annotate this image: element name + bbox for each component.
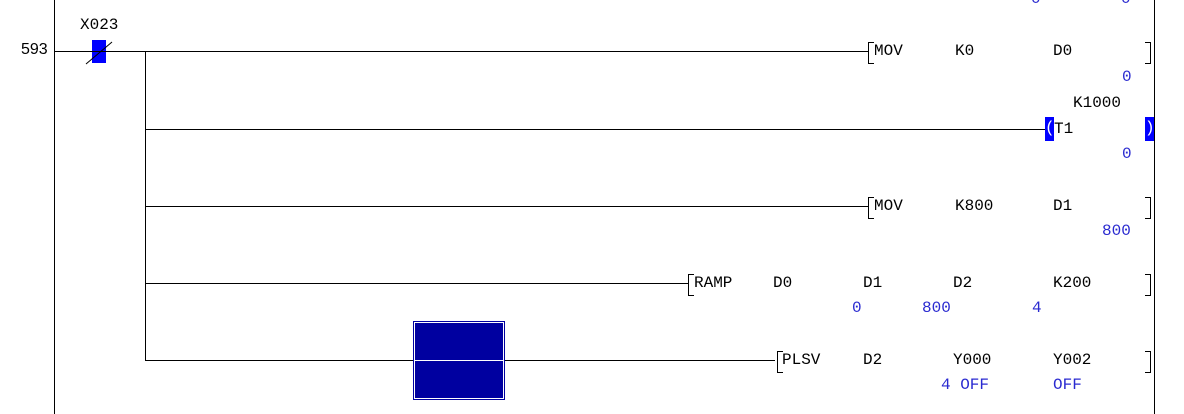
coil-left-icon[interactable]: ( — [1045, 117, 1055, 141]
instruction-bracket-right — [1145, 351, 1151, 373]
monitor-value: OFF — [1053, 376, 1082, 394]
rung-wire — [145, 129, 1045, 130]
contact-slash-icon — [85, 41, 113, 65]
instruction-bracket-right — [1145, 42, 1151, 64]
branch-wire — [145, 51, 146, 361]
monitor-value: 0 — [852, 299, 862, 317]
monitor-value: 800 — [922, 299, 951, 317]
operand[interactable]: Y000 — [953, 351, 992, 369]
rung-wire — [54, 51, 869, 52]
operand[interactable]: K0 — [955, 42, 975, 60]
monitor-value: 800 — [1102, 222, 1131, 240]
monitor-value: 4 OFF — [941, 376, 990, 394]
timer-coil-device[interactable]: T1 — [1054, 120, 1074, 138]
monitor-value: 4 — [1032, 299, 1042, 317]
contact-device-label: X023 — [80, 16, 119, 34]
monitor-value: 0 — [1122, 145, 1132, 163]
operand[interactable]: D1 — [1053, 197, 1073, 215]
left-power-rail — [54, 0, 55, 414]
operand[interactable]: D0 — [773, 274, 793, 292]
operand[interactable]: D0 — [1053, 42, 1073, 60]
rung-wire — [145, 206, 869, 207]
timer-setting[interactable]: K1000 — [1073, 94, 1122, 112]
instruction-bracket-left — [777, 351, 783, 373]
instruction-mnemonic[interactable]: MOV — [874, 42, 903, 60]
step-number: 593 — [21, 41, 48, 58]
instruction-bracket-left — [868, 197, 874, 219]
operand[interactable]: D2 — [953, 274, 973, 292]
instruction-bracket-left — [688, 274, 694, 296]
top-partial-value: 0 — [1121, 0, 1131, 8]
monitor-value: 0 — [1122, 68, 1132, 86]
operand[interactable]: K800 — [955, 197, 994, 215]
instruction-bracket-left — [868, 42, 874, 64]
operand[interactable]: D2 — [863, 351, 883, 369]
instruction-bracket-right — [1145, 197, 1151, 219]
operand[interactable]: K200 — [1053, 274, 1092, 292]
top-partial-value: 0 — [1031, 0, 1041, 8]
cursor-wire — [415, 360, 503, 361]
right-power-rail — [1154, 0, 1155, 414]
instruction-mnemonic[interactable]: MOV — [874, 197, 903, 215]
coil-right-icon[interactable]: ) — [1145, 117, 1155, 141]
instruction-mnemonic[interactable]: RAMP — [694, 274, 733, 292]
instruction-bracket-right — [1145, 274, 1151, 296]
rung-wire — [145, 283, 689, 284]
operand[interactable]: D1 — [863, 274, 883, 292]
instruction-mnemonic[interactable]: PLSV — [782, 351, 821, 369]
operand[interactable]: Y002 — [1053, 351, 1092, 369]
